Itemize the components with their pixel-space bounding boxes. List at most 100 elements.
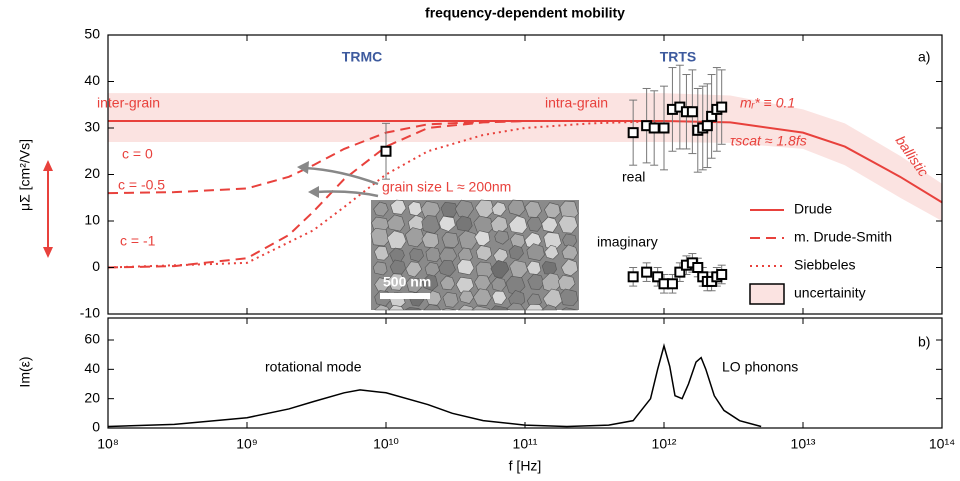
x-tick-label: 10⁹: [236, 436, 258, 452]
annotation: mᵣ* ≡ 0.1: [740, 95, 795, 111]
grains: [370, 199, 579, 311]
y-tick-label: 30: [84, 119, 100, 135]
grain: [403, 307, 422, 311]
grain: [508, 245, 524, 261]
plot-layer: real imaginary -10 0 10 20 30 40 50 Drude m. Drude…: [80, 26, 955, 452]
legend-label: uncertainity: [794, 285, 866, 301]
grain: [457, 304, 475, 311]
legend-label: m. Drude-Smith: [794, 229, 892, 245]
grain: [440, 201, 459, 218]
grain: [439, 275, 456, 291]
grain-arrow: [315, 190, 379, 198]
grain: [441, 308, 457, 311]
y-tick-label: 10: [84, 212, 100, 228]
x-tick-label: 10¹¹: [513, 436, 538, 452]
grain: [456, 259, 475, 276]
grain: [561, 307, 578, 311]
annotation: TRTS: [660, 49, 697, 65]
annotation: c = -0.5: [118, 177, 165, 193]
y-tick-label: 20: [84, 389, 100, 405]
y-tick-label: -10: [80, 305, 100, 321]
panel-label: b): [918, 334, 930, 350]
grain: [405, 261, 423, 278]
grain: [373, 201, 389, 217]
scale-bar: [380, 293, 430, 299]
legend-swatch: [749, 283, 785, 305]
y-tick-label: 40: [84, 72, 100, 88]
grain: [506, 302, 526, 311]
grain: [490, 259, 510, 279]
arrow-head: [43, 160, 53, 171]
grain: [370, 228, 390, 247]
y-axis-label: Im(ε): [17, 356, 33, 387]
grain: [494, 230, 510, 245]
annotation: LO phonons: [722, 359, 798, 375]
grain: [387, 273, 406, 291]
grain: [561, 244, 578, 260]
grain: [471, 305, 491, 311]
grain: [491, 201, 507, 217]
x-tick-label: 10¹³: [791, 436, 816, 452]
grain: [374, 304, 390, 311]
series-label: imaginary: [597, 234, 658, 250]
x-tick-label: 10¹⁰: [373, 436, 399, 452]
marker: [380, 145, 392, 157]
grain-arrow: [304, 166, 379, 186]
marker: [666, 278, 678, 290]
marker: [716, 268, 728, 280]
grain: [441, 232, 459, 248]
arrows: [43, 160, 379, 258]
grain: [475, 245, 493, 261]
grain: [389, 259, 406, 275]
y-axis-label: μΣ [cm²/Vs]: [17, 139, 33, 211]
grain: [472, 288, 492, 306]
grain: [475, 261, 494, 279]
grain: [455, 215, 473, 232]
line: [108, 120, 943, 204]
line: [107, 120, 526, 195]
grain: [561, 258, 579, 277]
scale-label: 500 nm: [383, 274, 431, 290]
annotation: c = -1: [120, 233, 156, 249]
grain: [459, 290, 474, 304]
grain: [390, 199, 407, 215]
grain: [508, 215, 528, 234]
marker: [674, 266, 686, 278]
grain: [558, 215, 578, 234]
grain: [541, 216, 558, 233]
x-tick-label: 10¹⁴: [929, 436, 955, 452]
marker: [686, 106, 698, 118]
grain: [388, 304, 405, 311]
grain: [559, 288, 579, 307]
grain: [386, 230, 407, 249]
x-axis-label: f [Hz]: [509, 458, 542, 474]
marker: [692, 262, 704, 273]
legend-label: Drude: [794, 201, 832, 217]
annotation: rotational mode: [265, 359, 362, 375]
x-tick-label: 10⁸: [97, 436, 119, 452]
y-tick-label: 20: [84, 165, 100, 181]
grain: [541, 304, 558, 311]
y-tick-label: 0: [92, 419, 100, 435]
grain: [374, 245, 389, 261]
annotation: inter-grain: [97, 95, 160, 111]
y-tick-label: 60: [84, 331, 100, 347]
annotation: TRMC: [342, 49, 382, 65]
grain: [527, 273, 545, 290]
marker: [627, 127, 639, 139]
inset-image: 500 nm: [370, 199, 579, 311]
grain: [404, 227, 425, 248]
marker: [658, 122, 670, 134]
grain: [541, 261, 557, 275]
grain: [526, 216, 543, 232]
annotation: intra-grain: [545, 95, 608, 111]
grain: [409, 248, 424, 262]
annotation: τscat ≈ 1.8fs: [730, 133, 807, 149]
grain: [438, 215, 456, 232]
grain: [544, 245, 559, 260]
grain: [387, 214, 405, 232]
grain: [526, 260, 542, 275]
grain: [507, 199, 526, 217]
legend-label: Siebbeles: [794, 257, 856, 273]
